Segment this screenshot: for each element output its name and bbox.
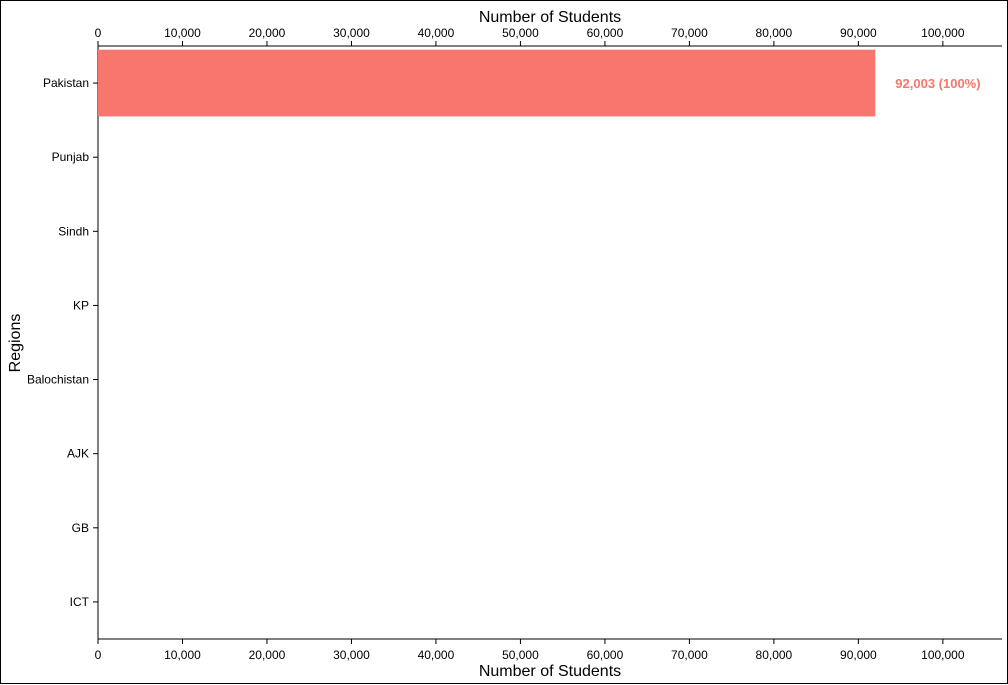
x-tick-label-top: 100,000 bbox=[921, 26, 965, 40]
x-tick-label-top: 60,000 bbox=[587, 26, 624, 40]
plot-area bbox=[98, 46, 1002, 639]
y-tick-label: Balochistan bbox=[27, 373, 89, 387]
x-tick-label-top: 0 bbox=[95, 26, 102, 40]
x-tick-label-bottom: 60,000 bbox=[587, 648, 624, 662]
y-tick-label: Sindh bbox=[58, 224, 89, 238]
x-tick-label-top: 10,000 bbox=[164, 26, 201, 40]
x-tick-label-bottom: 80,000 bbox=[756, 648, 793, 662]
x-tick-label-top: 80,000 bbox=[756, 26, 793, 40]
x-tick-label-top: 70,000 bbox=[671, 26, 708, 40]
x-tick-label-bottom: 70,000 bbox=[671, 648, 708, 662]
x-axis-title-bottom: Number of Students bbox=[479, 663, 621, 680]
x-axis-top: 0 10,000 20,000 30,000 40,000 50,000 60,000 70,… bbox=[95, 26, 1002, 47]
y-tick-label: Punjab bbox=[52, 150, 90, 164]
x-tick-label-bottom: 100,000 bbox=[921, 648, 965, 662]
x-tick-label-bottom: 50,000 bbox=[502, 648, 539, 662]
x-tick-label-bottom: 30,000 bbox=[333, 648, 370, 662]
x-tick-label-bottom: 90,000 bbox=[840, 648, 877, 662]
x-tick-label-top: 90,000 bbox=[840, 26, 877, 40]
bar-pakistan bbox=[98, 49, 876, 117]
x-axis-bottom: 0 10,000 20,000 30,000 40,000 50,000 60,000 70,… bbox=[95, 638, 1002, 662]
y-axis-title: Regions bbox=[7, 314, 24, 373]
x-tick-label-bottom: 0 bbox=[95, 648, 102, 662]
y-tick-label: KP bbox=[73, 298, 89, 312]
bar-data-label: 92,003 (100%) bbox=[895, 76, 980, 91]
y-tick-label: AJK bbox=[67, 447, 89, 461]
x-tick-label-top: 50,000 bbox=[502, 26, 539, 40]
x-tick-label-top: 40,000 bbox=[418, 26, 455, 40]
x-tick-label-top: 30,000 bbox=[333, 26, 370, 40]
y-tick-label: Pakistan bbox=[43, 76, 89, 90]
y-tick-label: ICT bbox=[70, 595, 90, 609]
data-labels: 92,003 (100%) bbox=[895, 76, 980, 91]
x-tick-label-bottom: 20,000 bbox=[249, 648, 286, 662]
x-tick-label-top: 20,000 bbox=[249, 26, 286, 40]
x-axis-title-top: Number of Students bbox=[479, 9, 621, 26]
y-axis: Pakistan Punjab Sindh KP Balochistan AJK GB ICT bbox=[27, 46, 99, 639]
bars bbox=[98, 49, 876, 117]
x-tick-label-bottom: 10,000 bbox=[164, 648, 201, 662]
y-tick-label: GB bbox=[72, 521, 89, 535]
x-tick-label-bottom: 40,000 bbox=[418, 648, 455, 662]
